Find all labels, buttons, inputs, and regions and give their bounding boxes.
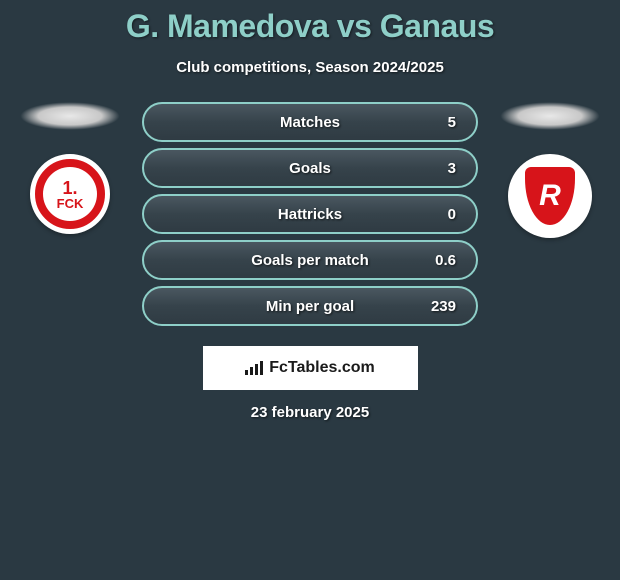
stat-label: Hattricks <box>278 206 342 223</box>
stat-row-min-per-goal: Min per goal 239 <box>142 286 478 326</box>
fctables-label: FcTables.com <box>269 359 375 377</box>
left-team-badge-inner: 1. FCK <box>43 167 97 221</box>
right-team-badge: R <box>508 154 592 238</box>
stat-row-goals: Goals 3 <box>142 148 478 188</box>
stat-row-goals-per-match: Goals per match 0.6 <box>142 240 478 280</box>
stat-row-matches: Matches 5 <box>142 102 478 142</box>
shield-letter: R <box>539 181 561 211</box>
fctables-attribution[interactable]: FcTables.com <box>203 346 418 390</box>
badge-text-bottom: FCK <box>57 196 84 211</box>
left-team-badge-text: 1. FCK <box>57 179 84 210</box>
left-team-column: 1. FCK <box>10 102 130 234</box>
left-team-badge: 1. FCK <box>30 154 110 234</box>
date-text: 23 february 2025 <box>0 404 620 421</box>
stat-value: 3 <box>448 160 456 177</box>
player-placeholder-icon <box>20 102 120 130</box>
stat-value: 0 <box>448 206 456 223</box>
stat-row-hattricks: Hattricks 0 <box>142 194 478 234</box>
page-subtitle: Club competitions, Season 2024/2025 <box>0 59 620 76</box>
player-placeholder-icon <box>500 102 600 130</box>
stat-label: Matches <box>280 114 340 131</box>
comparison-card: G. Mamedova vs Ganaus Club competitions,… <box>0 0 620 421</box>
stat-value: 5 <box>448 114 456 131</box>
main-area: 1. FCK Matches 5 Goals 3 Hattricks 0 Goa… <box>0 102 620 332</box>
page-title: G. Mamedova vs Ganaus <box>0 8 620 45</box>
bar-chart-icon <box>245 361 263 375</box>
stat-label: Goals per match <box>251 252 369 269</box>
right-team-column: R <box>490 102 610 238</box>
stat-value: 0.6 <box>435 252 456 269</box>
stat-label: Min per goal <box>266 298 354 315</box>
badge-text-top: 1. <box>57 179 84 197</box>
stat-label: Goals <box>289 160 331 177</box>
stats-column: Matches 5 Goals 3 Hattricks 0 Goals per … <box>130 102 490 332</box>
stat-value: 239 <box>431 298 456 315</box>
right-team-shield: R <box>525 167 575 225</box>
